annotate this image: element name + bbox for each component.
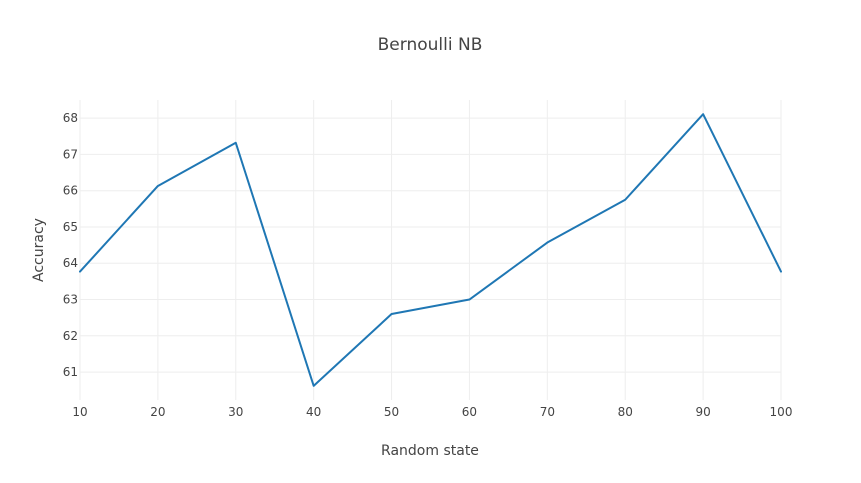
y-tick-label: 64 [63,256,78,270]
series-layer [79,113,782,387]
y-tick-label: 66 [63,184,78,198]
x-gridlines [79,100,782,400]
y-tick-label: 65 [63,220,78,234]
y-gridlines [80,117,781,373]
x-tick-label: 50 [384,405,399,419]
x-tick-labels: 10 20 30 40 50 60 70 80 90 100 [72,405,792,419]
y-axis-title: Accuracy [31,218,47,282]
x-tick-label: 40 [306,405,321,419]
chart-title: Bernoulli NB [378,35,483,55]
series-line [79,113,782,387]
x-tick-label: 100 [770,405,793,419]
y-tick-label: 61 [63,365,78,379]
x-tick-label: 10 [72,405,87,419]
x-tick-label: 20 [150,405,165,419]
x-tick-label: 80 [618,405,633,419]
x-tick-label: 30 [228,405,243,419]
y-tick-labels: 61 62 63 64 65 66 67 68 [63,111,78,379]
y-tick-label: 63 [63,293,78,307]
y-tick-label: 62 [63,329,78,343]
x-tick-label: 60 [462,405,477,419]
x-axis-title: Random state [381,443,479,459]
x-tick-label: 70 [540,405,555,419]
y-tick-label: 67 [63,147,78,161]
x-tick-label: 90 [695,405,710,419]
y-tick-label: 68 [63,111,78,125]
